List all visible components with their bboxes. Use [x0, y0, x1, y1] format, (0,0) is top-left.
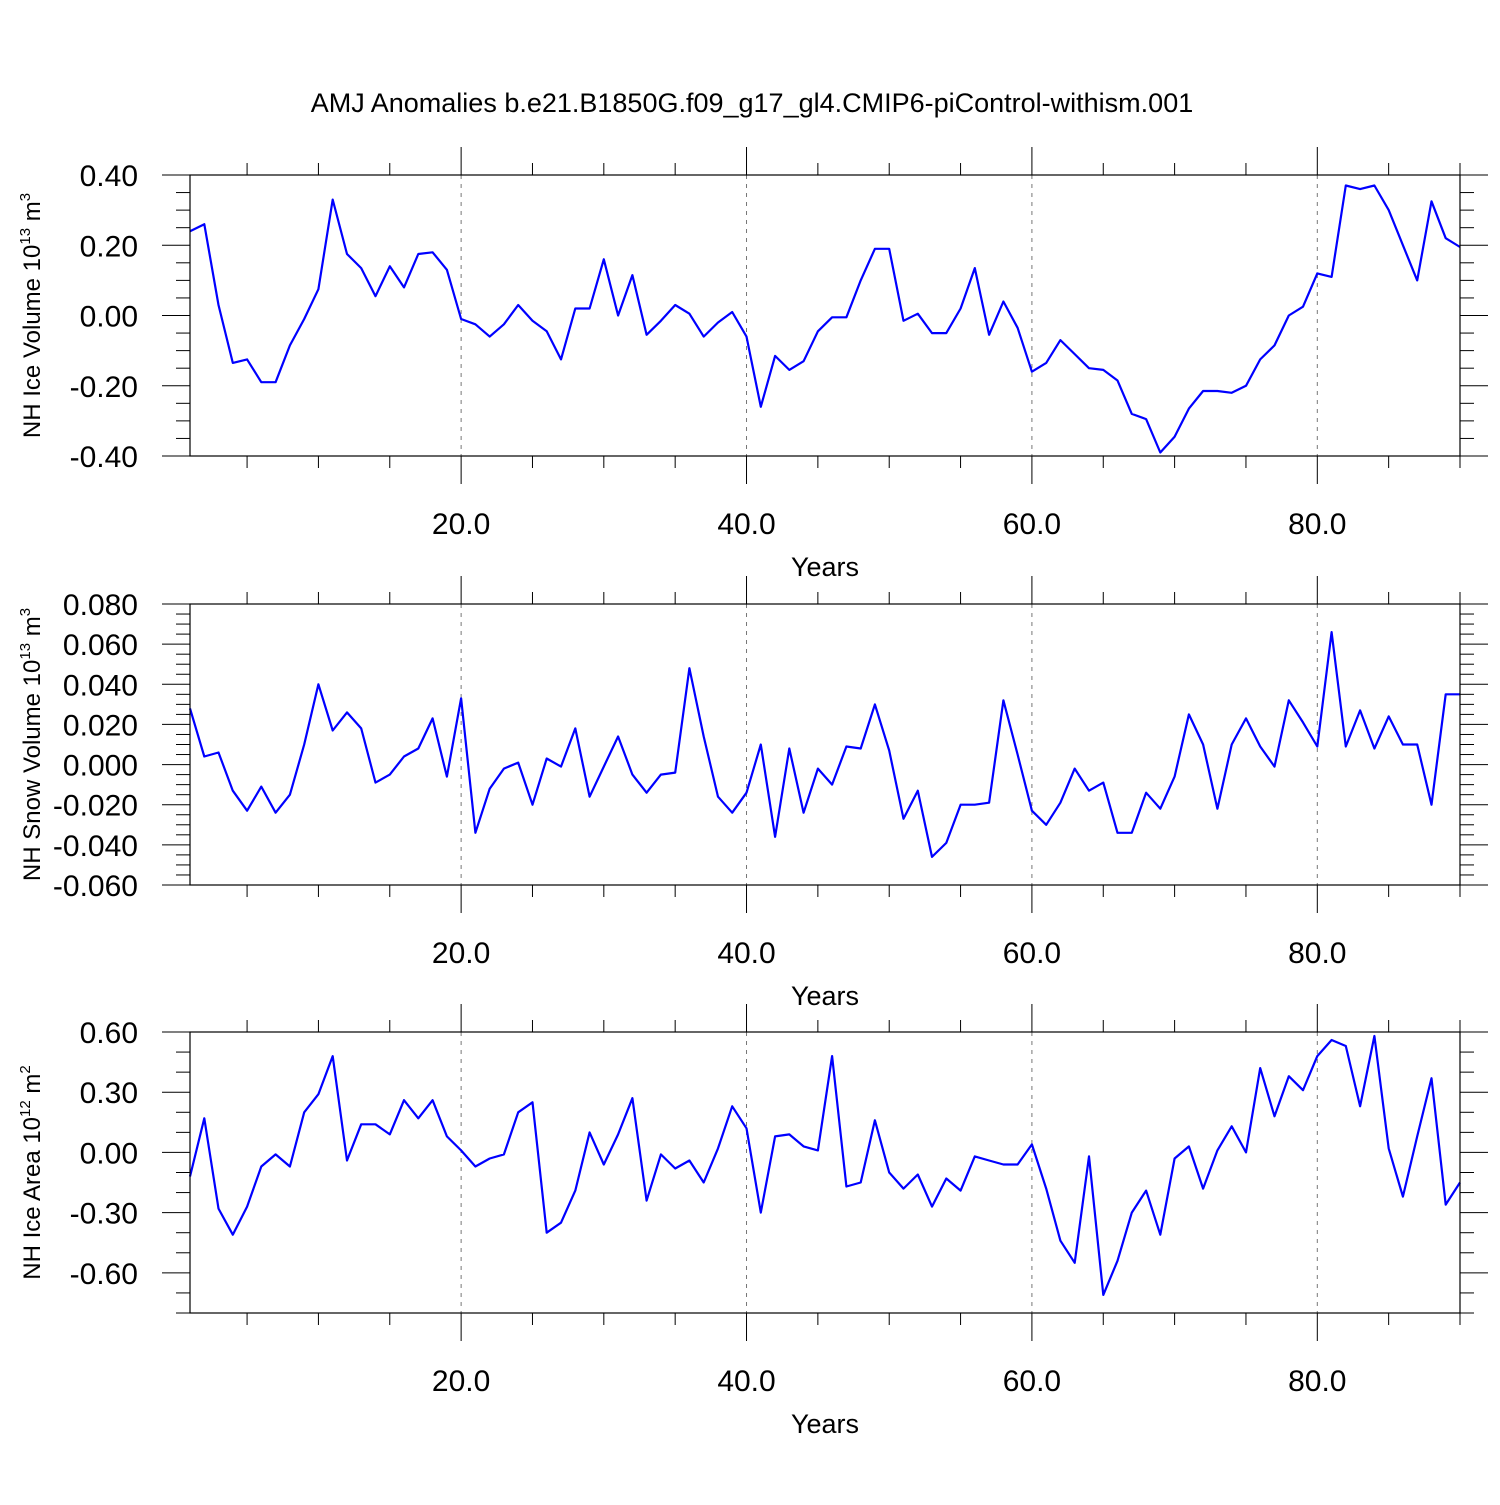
- y-axis-label-text: NH Snow Volume 10: [19, 660, 46, 881]
- y-tick-label: -0.60: [70, 1258, 138, 1291]
- y-tick-label: 0.20: [80, 230, 138, 263]
- y-axis-label-superscript: 12: [17, 1100, 34, 1117]
- x-axis-label: Years: [791, 552, 859, 582]
- plot-frame: [189, 174, 1461, 457]
- x-tick-label: 80.0: [1288, 1365, 1346, 1398]
- y-axis-label-text: m: [19, 201, 46, 228]
- y-tick-label: -0.060: [53, 870, 138, 903]
- series-line-ice-area: [188, 1034, 1461, 1297]
- x-tick-label: 80.0: [1288, 508, 1346, 541]
- x-tick-label: 60.0: [1003, 937, 1061, 970]
- y-tick-label: 0.020: [63, 709, 138, 742]
- y-tick-label: 0.00: [80, 1137, 138, 1170]
- x-axis-label: Years: [791, 1409, 859, 1439]
- panel-ice-volume: 20.0 40.0 60.0 80.0 -0.40 -0.20 0.00 0.20 0.40 Ye…: [17, 147, 1488, 582]
- y-tick-label: -0.40: [70, 441, 138, 474]
- y-axis-label-text: NH Ice Volume 10: [19, 245, 46, 438]
- y-axis-label-superscript: 13: [17, 228, 34, 245]
- panel-snow-volume: 20.0 40.0 60.0 80.0 -0.060 -0.040 -0.020 0.000 0…: [17, 576, 1488, 1011]
- y-tick-label: -0.040: [53, 830, 138, 863]
- plot-frame: [189, 603, 1461, 886]
- y-tick-label: 0.60: [80, 1017, 138, 1050]
- x-tick-label: 20.0: [432, 508, 490, 541]
- y-axis-label-superscript: 13: [17, 643, 34, 660]
- x-tick-label: 20.0: [432, 937, 490, 970]
- x-tick-label: 60.0: [1003, 1365, 1061, 1398]
- y-tick-label: 0.000: [63, 750, 138, 783]
- y-tick-label: -0.20: [70, 371, 138, 404]
- y-axis-label: NH Ice Area 1012 m2: [17, 1065, 46, 1279]
- y-tick-label: 0.40: [80, 160, 138, 193]
- x-tick-label: 40.0: [717, 1365, 775, 1398]
- y-tick-label: 0.060: [63, 629, 138, 662]
- series-line-ice-volume: [189, 184, 1461, 454]
- series-line-snow-volume: [188, 630, 1460, 859]
- y-axis-label-text: NH Ice Area 10: [19, 1117, 46, 1280]
- y-tick-label: 0.080: [63, 589, 138, 622]
- y-axis-label: NH Snow Volume 1013 m3: [17, 608, 46, 881]
- x-tick-label: 60.0: [1003, 508, 1061, 541]
- y-tick-label: 0.040: [63, 669, 138, 702]
- y-tick-label: 0.30: [80, 1077, 138, 1110]
- y-axis-label-superscript: 3: [17, 193, 34, 201]
- x-axis-label: Years: [791, 981, 859, 1011]
- y-axis-label-text: m: [19, 1074, 46, 1101]
- y-axis-label-superscript: 2: [17, 1065, 34, 1073]
- figure-title: AMJ Anomalies b.e21.B1850G.f09_g17_gl4.C…: [311, 88, 1193, 118]
- y-axis-label: NH Ice Volume 1013 m3: [17, 193, 46, 438]
- x-tick-label: 20.0: [432, 1365, 490, 1398]
- x-tick-label: 40.0: [717, 508, 775, 541]
- y-axis-label-superscript: 3: [17, 608, 34, 616]
- y-axis-label-text: m: [19, 616, 46, 643]
- x-tick-label: 80.0: [1288, 937, 1346, 970]
- x-tick-label: 40.0: [717, 937, 775, 970]
- panel-ice-area: 20.0 40.0 60.0 80.0 -0.60 -0.30 0.00 0.30 0.60 Ye…: [17, 1004, 1488, 1439]
- y-tick-label: -0.020: [53, 790, 138, 823]
- plot-frame: [189, 1031, 1461, 1314]
- y-tick-label: 0.00: [80, 301, 138, 334]
- y-tick-label: -0.30: [70, 1198, 138, 1231]
